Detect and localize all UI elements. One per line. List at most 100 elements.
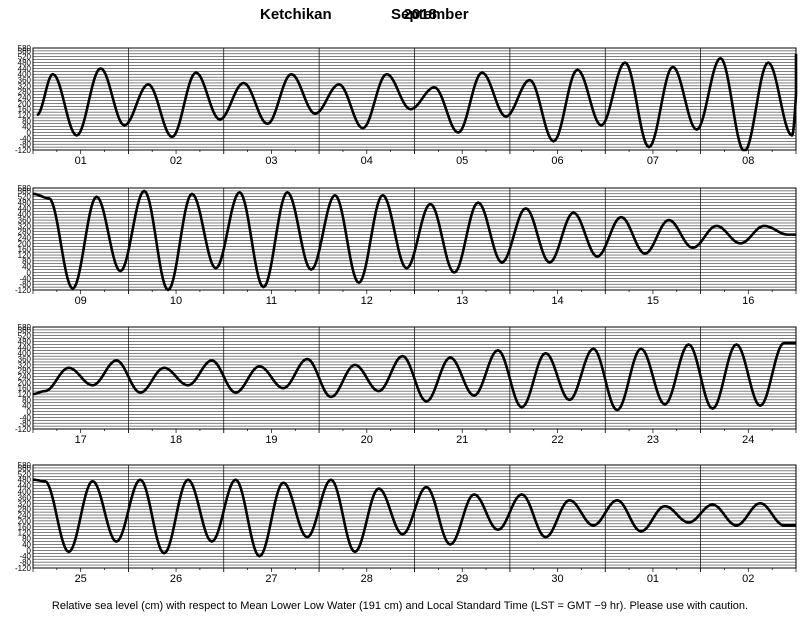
y-tick-label: 200: [18, 517, 32, 526]
day-label: 16: [742, 295, 754, 307]
day-label: 26: [170, 573, 182, 585]
y-tick-label: -40: [19, 274, 31, 283]
y-tick-label: 0: [27, 269, 32, 278]
tide-curve-series: [32, 189, 797, 292]
y-tick-label: 480: [18, 476, 32, 485]
y-tick-label: 560: [18, 326, 32, 335]
y-tick-label: 240: [18, 94, 32, 103]
y-tick-label: 40: [22, 123, 31, 132]
y-tick-label: 440: [18, 343, 32, 352]
tide-curve-series: [32, 478, 797, 558]
page-title: Ketchikan September 2018: [0, 6, 800, 26]
y-tick-label: 520: [18, 193, 32, 202]
y-tick-label: 120: [18, 251, 32, 260]
day-label: 25: [75, 573, 87, 585]
y-tick-label: -40: [19, 552, 31, 561]
day-label: 12: [361, 295, 373, 307]
y-tick-label: -120: [15, 146, 32, 155]
y-tick-label: -80: [19, 558, 31, 567]
y-tick-label: 580: [18, 323, 32, 332]
y-tick-label: 360: [18, 216, 32, 225]
y-tick-label: 280: [18, 367, 32, 376]
y-tick-label: 80: [22, 535, 31, 544]
day-label: 04: [361, 155, 373, 167]
y-tick-label: 120: [18, 529, 32, 538]
day-label: 09: [75, 295, 87, 307]
y-tick-label: 280: [18, 88, 32, 97]
day-label: 17: [75, 434, 87, 446]
y-tick-label: -120: [15, 286, 32, 295]
y-tick-label: 0: [27, 129, 32, 138]
y-tick-label: -80: [19, 140, 31, 149]
y-tick-label: 560: [18, 464, 32, 473]
y-tick-label: 400: [18, 349, 32, 358]
y-tick-label: 240: [18, 373, 32, 382]
y-tick-label: 80: [22, 117, 31, 126]
tide-panel-4: -120-80-40040801201602002402803203604004…: [15, 461, 797, 585]
y-tick-label: 40: [22, 263, 31, 272]
y-tick-label: 80: [22, 257, 31, 266]
day-label: 13: [456, 295, 468, 307]
day-label: 24: [742, 434, 754, 446]
y-tick-label: 360: [18, 493, 32, 502]
y-tick-label: -120: [15, 425, 32, 434]
footer-note: Relative sea level (cm) with respect to …: [51, 600, 749, 612]
y-tick-label: -80: [19, 419, 31, 428]
tide-panel-1: -120-80-40040801201602002402803203604004…: [15, 44, 798, 167]
day-label: 02: [170, 155, 182, 167]
y-tick-label: 160: [18, 384, 32, 393]
day-label: 30: [551, 573, 563, 585]
tide-curve-series: [32, 341, 797, 412]
y-tick-label: -40: [19, 134, 31, 143]
day-label: 06: [551, 155, 563, 167]
y-tick-label: 120: [18, 390, 32, 399]
y-tick-label: 400: [18, 70, 32, 79]
y-tick-label: 320: [18, 82, 32, 91]
y-tick-label: 200: [18, 239, 32, 248]
y-tick-label: 480: [18, 338, 32, 347]
tide-panel-3: -120-80-40040801201602002402803203604004…: [15, 323, 797, 446]
y-tick-label: 580: [18, 461, 32, 470]
day-label: 27: [265, 573, 277, 585]
y-tick-label: 360: [18, 76, 32, 85]
y-tick-label: 320: [18, 361, 32, 370]
y-tick-label: 320: [18, 222, 32, 231]
y-tick-label: -80: [19, 280, 31, 289]
day-label: 15: [647, 295, 659, 307]
day-label: 23: [647, 434, 659, 446]
y-tick-label: 320: [18, 499, 32, 508]
y-tick-label: 240: [18, 234, 32, 243]
day-label: 29: [456, 573, 468, 585]
day-label: 20: [361, 434, 373, 446]
y-tick-label: -120: [15, 564, 32, 573]
title-month: September: [391, 6, 469, 23]
y-tick-label: 0: [27, 546, 32, 555]
y-tick-label: 400: [18, 487, 32, 496]
y-tick-label: 200: [18, 99, 32, 108]
y-tick-label: 560: [18, 187, 32, 196]
y-tick-label: 520: [18, 332, 32, 341]
day-label: 19: [265, 434, 277, 446]
y-tick-label: 520: [18, 470, 32, 479]
day-label: 14: [551, 295, 563, 307]
y-tick-label: 520: [18, 53, 32, 62]
day-label: 08: [742, 155, 754, 167]
y-tick-label: 480: [18, 59, 32, 68]
title-year: 2018: [403, 6, 437, 23]
y-tick-label: 280: [18, 505, 32, 514]
y-tick-label: 480: [18, 199, 32, 208]
day-label: 22: [551, 434, 563, 446]
y-tick-label: 160: [18, 105, 32, 114]
y-tick-label: 0: [27, 408, 32, 417]
day-label: 07: [647, 155, 659, 167]
y-tick-label: 440: [18, 482, 32, 491]
y-tick-label: 40: [22, 540, 31, 549]
y-tick-label: 240: [18, 511, 32, 520]
y-tick-label: 160: [18, 245, 32, 254]
y-tick-label: 40: [22, 402, 31, 411]
day-label: 01: [647, 573, 659, 585]
y-tick-label: 200: [18, 378, 32, 387]
y-tick-label: 120: [18, 111, 32, 120]
y-tick-label: 360: [18, 355, 32, 364]
